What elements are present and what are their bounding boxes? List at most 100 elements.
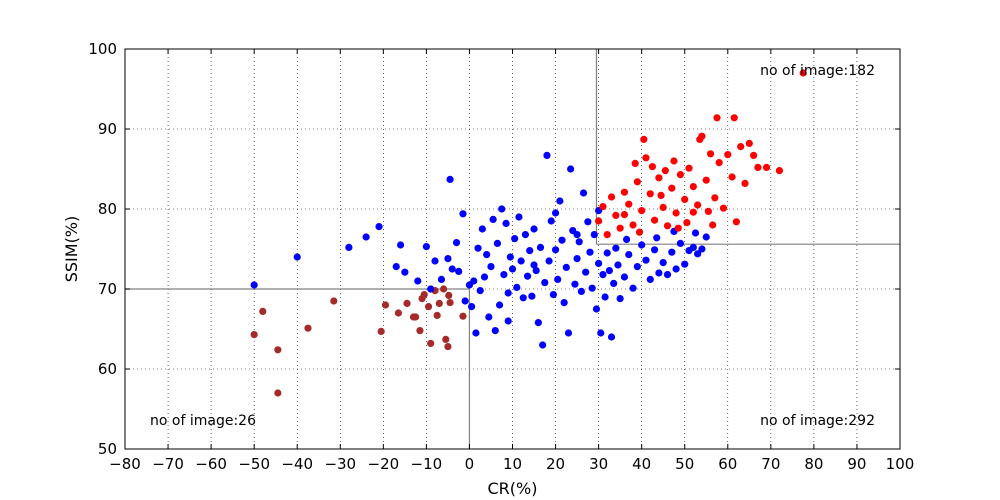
data-point xyxy=(444,255,452,263)
data-point xyxy=(345,243,353,251)
data-point xyxy=(381,301,390,309)
data-point xyxy=(689,243,697,251)
x-tick-label: 30 xyxy=(589,455,608,473)
data-point xyxy=(564,329,573,337)
data-point xyxy=(483,251,491,259)
data-point xyxy=(661,167,669,175)
data-point xyxy=(728,173,736,181)
data-point xyxy=(674,224,682,232)
data-point xyxy=(614,261,622,269)
data-point xyxy=(431,257,439,265)
data-point xyxy=(575,238,583,246)
data-point xyxy=(625,200,633,208)
data-point xyxy=(511,235,519,243)
annotation-top-right: no of image:182 xyxy=(760,63,875,79)
data-point xyxy=(551,246,560,254)
data-point xyxy=(689,183,697,191)
data-point xyxy=(599,203,607,211)
data-point xyxy=(362,233,370,241)
data-point xyxy=(536,243,545,251)
data-point xyxy=(467,303,476,311)
data-point xyxy=(416,327,424,335)
data-point xyxy=(655,174,663,182)
data-point xyxy=(638,207,646,215)
data-point xyxy=(487,263,495,271)
data-point xyxy=(491,327,499,335)
data-point xyxy=(607,333,616,341)
data-point xyxy=(414,277,422,285)
data-point xyxy=(567,165,575,173)
data-point xyxy=(558,236,566,244)
data-point xyxy=(702,176,710,184)
data-point xyxy=(646,190,654,198)
y-tick-label: 60 xyxy=(98,360,117,378)
data-point xyxy=(612,211,620,219)
data-point xyxy=(330,297,338,305)
x-tick-label: 50 xyxy=(675,455,694,473)
data-point xyxy=(659,203,667,211)
y-axis-label: SSIM(%) xyxy=(62,216,81,283)
x-tick-label: 70 xyxy=(761,455,780,473)
data-point xyxy=(698,132,706,140)
x-tick-labels: −80 −70 −60 −50 −40 −30 −20 −10 0 10 20 30 40 50 60 70 8… xyxy=(109,455,914,473)
x-tick-label: −70 xyxy=(152,455,184,473)
data-point xyxy=(571,280,579,288)
data-point xyxy=(616,224,624,232)
data-point xyxy=(663,271,672,279)
data-point xyxy=(625,251,633,259)
x-tick-label: 80 xyxy=(804,455,823,473)
data-point xyxy=(642,154,650,162)
data-point xyxy=(547,217,555,225)
data-point xyxy=(750,151,758,159)
data-point xyxy=(732,218,740,226)
y-tick-labels: 50 60 70 80 90 100 xyxy=(88,40,117,458)
data-point xyxy=(698,245,706,253)
data-point xyxy=(595,217,603,225)
data-point xyxy=(709,221,717,229)
data-point xyxy=(427,285,435,293)
x-tick-label: −40 xyxy=(281,455,313,473)
data-point xyxy=(545,257,553,265)
data-point xyxy=(603,231,611,239)
data-point xyxy=(668,248,676,256)
data-point xyxy=(599,271,607,279)
data-point xyxy=(513,283,521,291)
data-point xyxy=(530,261,538,269)
data-point xyxy=(472,329,480,337)
x-tick-label: 40 xyxy=(632,455,651,473)
data-point xyxy=(375,223,383,231)
data-point xyxy=(476,287,484,295)
data-point xyxy=(588,284,596,292)
data-point xyxy=(592,305,601,313)
data-point xyxy=(504,289,512,297)
data-point xyxy=(582,268,590,276)
data-point xyxy=(762,163,771,171)
x-tick-label: 100 xyxy=(886,455,915,473)
data-point xyxy=(521,231,530,239)
data-point xyxy=(549,291,558,299)
data-point xyxy=(274,389,282,397)
data-point xyxy=(508,265,517,273)
data-point xyxy=(459,210,467,218)
data-point xyxy=(446,299,454,307)
data-point xyxy=(274,346,282,354)
data-point xyxy=(607,193,616,201)
data-point xyxy=(638,241,646,249)
data-point xyxy=(622,235,631,243)
data-point xyxy=(730,114,738,122)
data-point xyxy=(412,313,420,321)
data-point xyxy=(719,204,728,212)
data-point xyxy=(689,208,697,216)
data-point xyxy=(597,329,605,337)
data-point xyxy=(495,301,504,309)
data-point xyxy=(573,255,581,263)
data-point xyxy=(711,194,719,202)
data-point xyxy=(435,299,443,307)
data-point xyxy=(668,184,676,192)
data-point xyxy=(523,272,532,280)
data-point xyxy=(573,231,581,239)
data-point xyxy=(504,317,512,325)
data-point xyxy=(498,205,506,213)
data-point xyxy=(485,313,493,321)
